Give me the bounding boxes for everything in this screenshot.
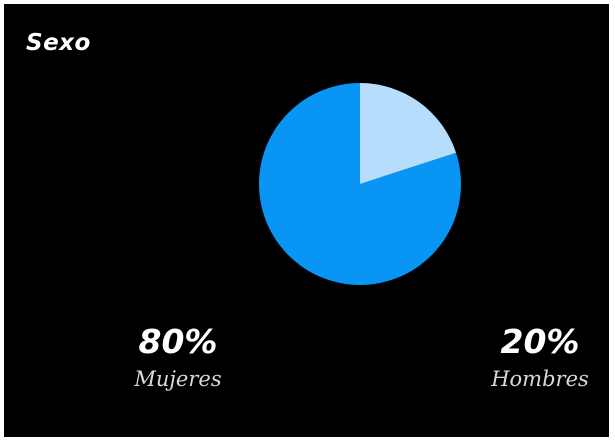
pie-slice-hombres [360,83,457,184]
stat-hombres: 20% Hombres [470,322,610,392]
slide: Sexo 80% Mujeres 20% Hombres [4,4,609,437]
stat-mujeres-value: 80% [138,322,218,361]
stat-hombres-value: 20% [500,322,580,361]
stat-mujeres-label: Mujeres [134,367,222,391]
chart-title: Sexo [26,30,91,56]
stat-hombres-label: Hombres [491,367,589,391]
pie-chart [259,83,461,285]
stat-mujeres: 80% Mujeres [108,322,248,392]
